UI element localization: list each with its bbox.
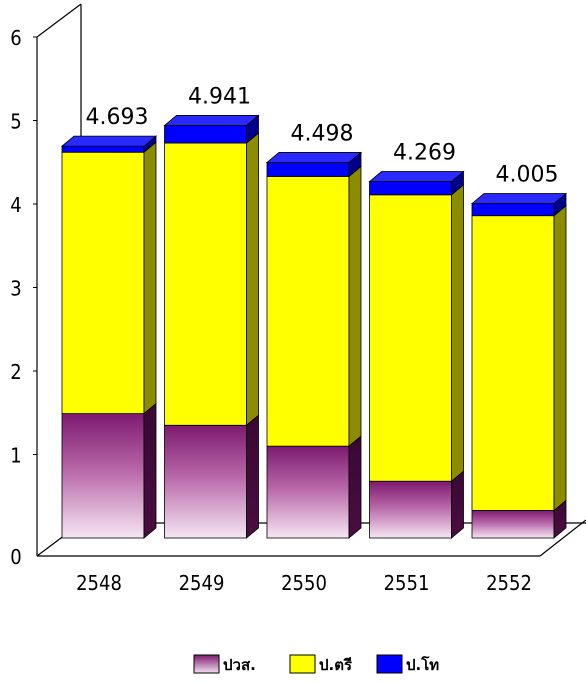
bar-segment: [164, 125, 247, 144]
floor-right-edge: [539, 519, 586, 557]
y-tick-label: 5: [10, 110, 21, 134]
top-wall-edge: [36, 3, 82, 38]
bar-segment: [266, 445, 350, 539]
bar-top: [163, 115, 260, 126]
bar-segment: [369, 181, 452, 196]
chart-labels: 4.693 2548 4.941 2549 4.498 2550 4.269 2551 4.00…: [76, 84, 558, 595]
legend-label: ป.ตรี: [319, 656, 353, 674]
bar-top: [265, 152, 363, 163]
legend-item: ป.ตรี: [289, 654, 353, 674]
bar-segment-side: [143, 141, 157, 415]
bar-stack-2552: [470, 192, 568, 539]
bar-segment: [61, 145, 145, 153]
bar-segment-side: [348, 165, 362, 448]
chart-legend: ปวส. ป.ตรี ป.โท: [193, 654, 439, 674]
bar-segment-side: [451, 470, 464, 539]
bar-segment: [61, 413, 145, 539]
bar-segment: [266, 162, 350, 177]
x-tick-label: 2551: [384, 571, 430, 595]
bar-segment: [266, 176, 350, 447]
bar-segment-side: [246, 132, 259, 427]
y-tick-label: 2: [10, 360, 21, 384]
bar-segment: [61, 151, 145, 414]
legend-item: ป.โท: [376, 654, 439, 674]
bar-top: [368, 171, 465, 182]
y-tick-label: 1: [10, 444, 21, 468]
y-tick-label: 6: [10, 26, 21, 50]
bar-segment: [471, 203, 555, 217]
legend-swatch: [289, 654, 316, 674]
data-label: 4.498: [291, 121, 354, 146]
bar-segment: [369, 194, 452, 482]
bar-stack-2550: [265, 151, 363, 539]
legend-item: ปวส.: [193, 654, 256, 674]
bar-top: [60, 135, 158, 147]
bar-segment-side: [246, 414, 259, 539]
y-tick-label: 3: [10, 277, 21, 301]
y-tick-label: 0: [10, 545, 21, 569]
data-label: 4.941: [188, 84, 251, 109]
bar-segment: [471, 215, 555, 511]
bar-segment-side: [143, 402, 157, 539]
x-tick-label: 2552: [486, 571, 532, 595]
bar-top: [470, 193, 568, 204]
y-tick-label: 4: [10, 193, 21, 217]
chart-bars: [60, 114, 568, 539]
bar-segment: [369, 480, 452, 539]
bar-segment: [164, 424, 247, 539]
bar-segment: [164, 142, 247, 426]
bar-stack-2548: [60, 135, 158, 539]
x-tick-label: 2550: [281, 571, 327, 595]
legend-label: ป.โท: [406, 655, 439, 674]
bar-stack-2551: [368, 170, 465, 539]
data-label: 4.269: [393, 141, 456, 166]
bar-segment: [471, 510, 555, 539]
bar-segment-side: [553, 204, 567, 512]
bar-segment-side: [451, 183, 464, 483]
x-tick-label: 2548: [76, 571, 122, 595]
data-label: 4.005: [496, 163, 559, 188]
legend-swatch: [193, 654, 220, 674]
x-tick-label: 2549: [179, 571, 225, 595]
bar-stack-2549: [163, 114, 260, 539]
bar-segment-side: [348, 435, 362, 539]
data-label: 4.693: [86, 105, 149, 130]
legend-swatch: [376, 654, 403, 674]
legend-label: ปวส.: [223, 656, 256, 674]
